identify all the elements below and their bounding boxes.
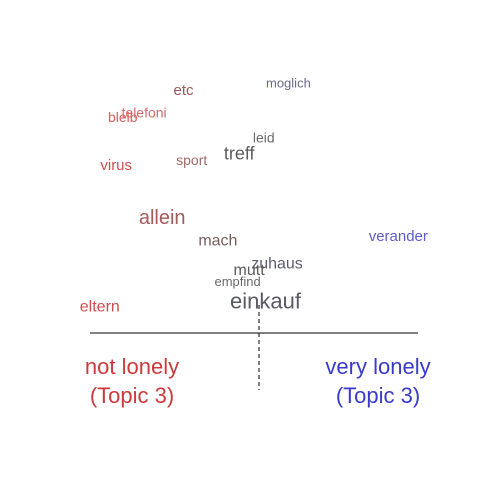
word-label-empfind: empfind xyxy=(214,274,260,289)
word-label-etc: etc xyxy=(173,82,194,99)
word-label-eltern: eltern xyxy=(80,299,120,316)
word-label-treff: treff xyxy=(224,143,256,163)
word-label-mach: mach xyxy=(198,233,237,250)
word-label-telefoni: telefoni xyxy=(122,104,167,120)
word-label-sport: sport xyxy=(176,152,207,168)
word-label-moglich: moglich xyxy=(266,75,311,90)
word-label-leid: leid xyxy=(253,129,275,145)
word-label-zuhaus: zuhaus xyxy=(251,255,303,272)
word-label-einkauf: einkauf xyxy=(230,289,302,314)
word-label-allein: allein xyxy=(139,207,186,229)
word-label-virus: virus xyxy=(100,157,132,174)
word-label-bleib: bleib xyxy=(108,109,138,125)
left-axis-label-line2: (Topic 3) xyxy=(90,383,174,408)
right-axis-label-line2: (Topic 3) xyxy=(336,383,420,408)
left-axis-label-line1: not lonely xyxy=(85,354,179,379)
word-label-mutt: mutt xyxy=(234,262,266,279)
right-axis-label-line1: very lonely xyxy=(325,354,430,379)
word-label-verander: verander xyxy=(369,228,428,245)
